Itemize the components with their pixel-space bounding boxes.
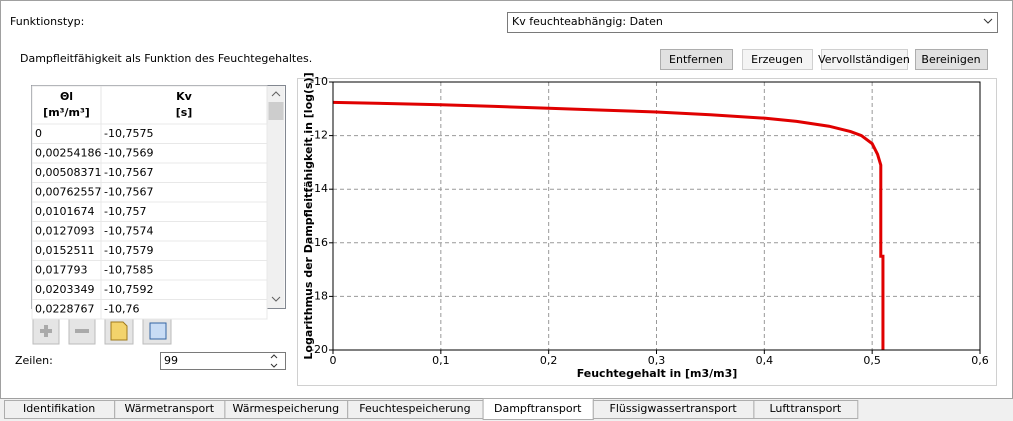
button[interactable] (660, 49, 733, 70)
y-tick-label: -18 (310, 289, 328, 302)
data-line (332, 100, 885, 350)
cell-text: 0,00508371 (35, 166, 101, 179)
tab-label: Dampftransport (494, 402, 582, 415)
tab-label: Lufttransport (769, 402, 841, 415)
y-tick-label: -16 (310, 236, 328, 249)
column-header (31, 85, 102, 125)
tab-label: Wärmetransport (125, 402, 215, 415)
y-tick-label: -12 (310, 129, 328, 142)
table-icon (149, 322, 167, 340)
cell-text: -10,7567 (104, 166, 153, 179)
description: Dampfleitfähigkeit als Funktion des Feuc… (20, 52, 312, 65)
x-tick-label: 0 (330, 354, 337, 367)
cell-text: 0,017793 (35, 264, 88, 277)
label: Zeilen: (15, 354, 53, 367)
button[interactable] (915, 49, 988, 70)
cell-text: 0,00762557 (35, 186, 101, 199)
x-tick-label: 0,4 (756, 354, 774, 367)
button-label: Bereinigen (921, 53, 980, 66)
y-tick-label: -10 (310, 75, 328, 88)
dropdown[interactable] (507, 12, 998, 33)
cell-text: -10,757 (104, 205, 146, 218)
scrollbar[interactable] (267, 86, 285, 308)
x-tick-label: 0,3 (648, 354, 666, 367)
cell-text: 0,0152511 (35, 244, 95, 257)
plot-border (332, 81, 981, 351)
tab-label: Feuchtespeicherung (359, 402, 470, 415)
x-tick-label: 0,5 (863, 354, 881, 367)
column-name: Θl (60, 90, 73, 103)
cell-text: -10,76 (104, 303, 139, 316)
cell-text: -10,7579 (104, 244, 153, 257)
folder-icon (110, 321, 128, 341)
cell-text: 0,0127093 (35, 225, 95, 238)
tab-label: Flüssigwassertransport (610, 402, 738, 415)
x-tick-label: 0,2 (540, 354, 558, 367)
button-label: Erzeugen (751, 53, 803, 66)
cell-text: 0,0203349 (35, 283, 95, 296)
y-tick-label: -20 (310, 343, 328, 356)
y-axis-label: Logarithmus der Dampfleitfähigkeit in [l… (302, 72, 315, 359)
cell (100, 299, 268, 320)
tab[interactable] (753, 400, 859, 419)
x-tick-label: 0,6 (971, 354, 989, 367)
column-header (100, 85, 268, 125)
column-unit: [m³/m³] (43, 106, 90, 119)
column-unit: [s] (176, 106, 193, 119)
x-tick-label: 0,1 (432, 354, 450, 367)
cell-text: 0,00254186 (35, 147, 101, 160)
cell-text: 0,0101674 (35, 205, 95, 218)
button[interactable] (742, 49, 813, 70)
button-label: Vervollständigen (818, 53, 910, 66)
label: Funktionstyp: (10, 15, 84, 28)
x-axis-label: Feuchtegehalt in [m3/m3] (577, 367, 738, 380)
column-name: Kv (176, 90, 193, 103)
tab-label: Wärmespeicherung (233, 402, 340, 415)
cell-text: -10,7574 (104, 225, 153, 238)
plus-icon (40, 325, 52, 337)
cell-text: -10,7569 (104, 147, 153, 160)
button[interactable] (821, 49, 908, 70)
dropdown-arrow (983, 18, 993, 24)
cell (31, 123, 102, 144)
scroll-thumb[interactable] (268, 102, 284, 120)
dropdown-value: Kv feuchteabhängig: Daten (512, 15, 663, 28)
scroll-arrows (271, 91, 281, 302)
cell-text: -10,7592 (104, 283, 153, 296)
spinbox[interactable] (160, 352, 286, 370)
button-label: Entfernen (669, 53, 723, 66)
cell-text: -10,7567 (104, 186, 153, 199)
cell-text: -10,7585 (104, 264, 153, 277)
tab-label: Identifikation (23, 402, 95, 415)
spinbox-value: 99 (164, 354, 178, 367)
cell-text: -10,7575 (104, 127, 153, 140)
cell-text: 0,0228767 (35, 303, 95, 316)
y-tick-label: -14 (310, 182, 328, 195)
spin-arrows (270, 354, 278, 368)
cell-text: 0 (35, 127, 42, 140)
